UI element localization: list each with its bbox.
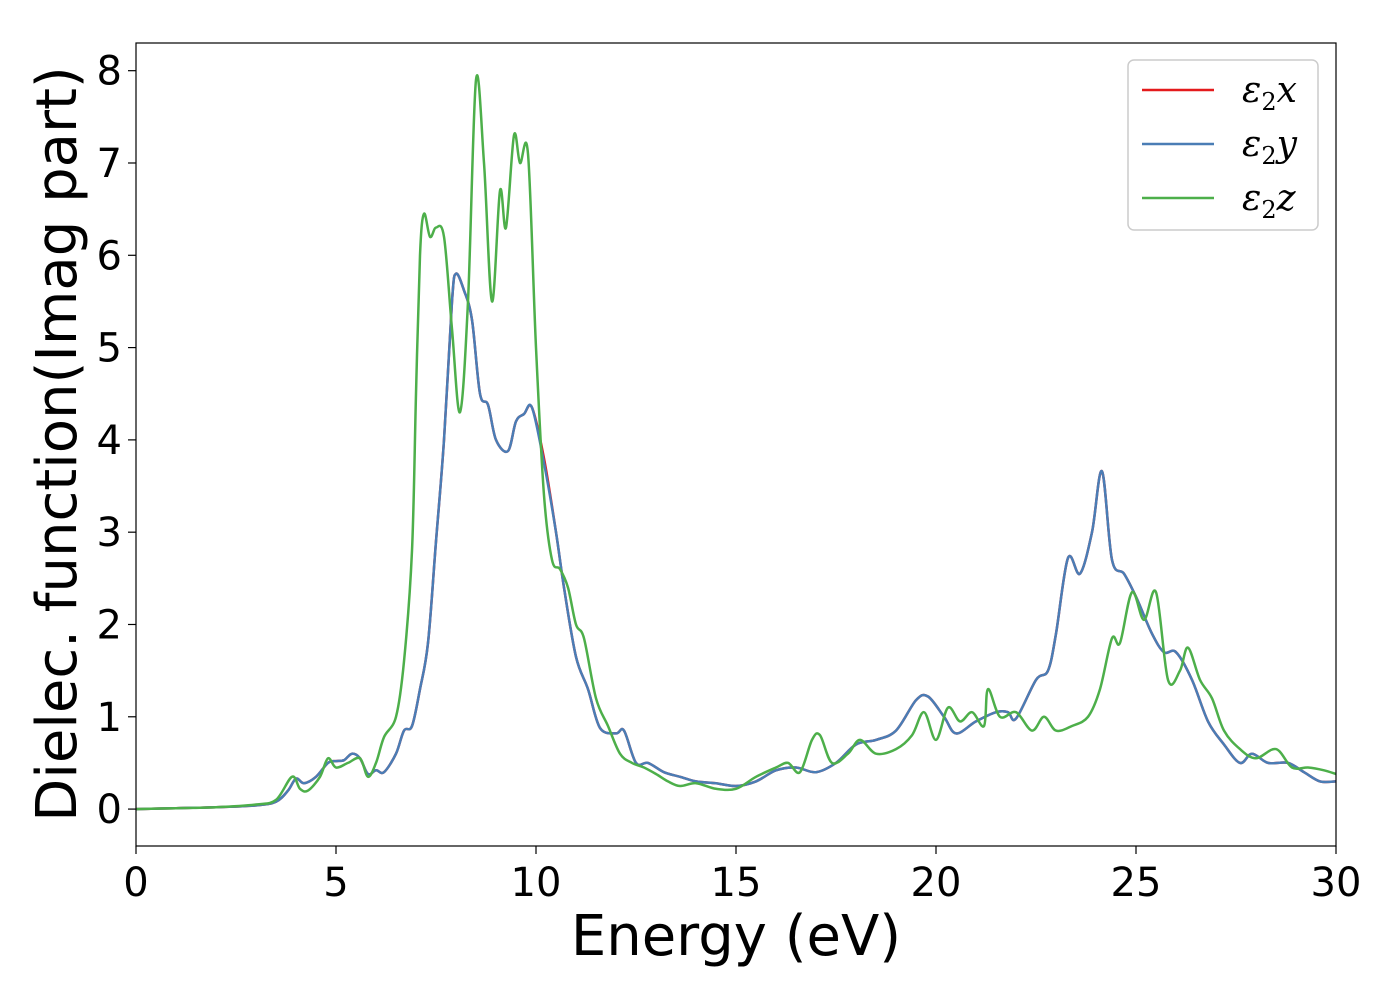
x-axis-label: Energy (eV) [571, 904, 901, 969]
legend-label-suffix: z [1276, 178, 1297, 219]
y-tick-label: 1 [97, 695, 122, 741]
x-tick-label: 0 [123, 860, 148, 906]
y-tick-label: 8 [97, 49, 122, 95]
x-tick-label: 30 [1311, 860, 1362, 906]
legend-label-main: ε [1242, 178, 1261, 219]
legend-label-main: ε [1242, 70, 1261, 111]
legend-label-y: ε2y [1242, 124, 1298, 170]
y-tick-label: 0 [97, 787, 122, 833]
legend-box [1127, 59, 1319, 231]
x-tick-label: 10 [511, 860, 562, 906]
y-tick-label: 3 [97, 510, 122, 556]
legend-label-suffix: y [1275, 124, 1298, 165]
x-tick-label: 25 [1111, 860, 1162, 906]
legend-label-sub: 2 [1261, 88, 1276, 116]
legend-label-sub: 2 [1261, 196, 1276, 224]
legend-label-main: ε [1242, 124, 1261, 165]
x-axis: 0 5 10 15 20 25 30 [123, 846, 1361, 906]
series-line-y [136, 272, 1336, 811]
y-axis: 0 1 2 3 4 5 6 7 8 [97, 49, 136, 833]
y-tick-label: 5 [97, 326, 122, 372]
series-line-z [136, 74, 1336, 811]
series-layer [136, 74, 1336, 811]
y-tick-label: 2 [97, 602, 122, 648]
x-tick-label: 20 [911, 860, 962, 906]
x-tick-label: 15 [711, 860, 762, 906]
legend-label-suffix: x [1277, 70, 1297, 111]
y-tick-label: 4 [97, 418, 122, 464]
y-axis-label: Dielec. function(Imag part) [25, 66, 90, 822]
legend-label-z: ε2z [1242, 178, 1297, 224]
y-tick-label: 7 [97, 141, 122, 187]
legend-label-x: ε2x [1242, 70, 1297, 116]
y-tick-label: 6 [97, 233, 122, 279]
legend-label-sub: 2 [1261, 142, 1276, 170]
x-tick-label: 5 [323, 860, 348, 906]
